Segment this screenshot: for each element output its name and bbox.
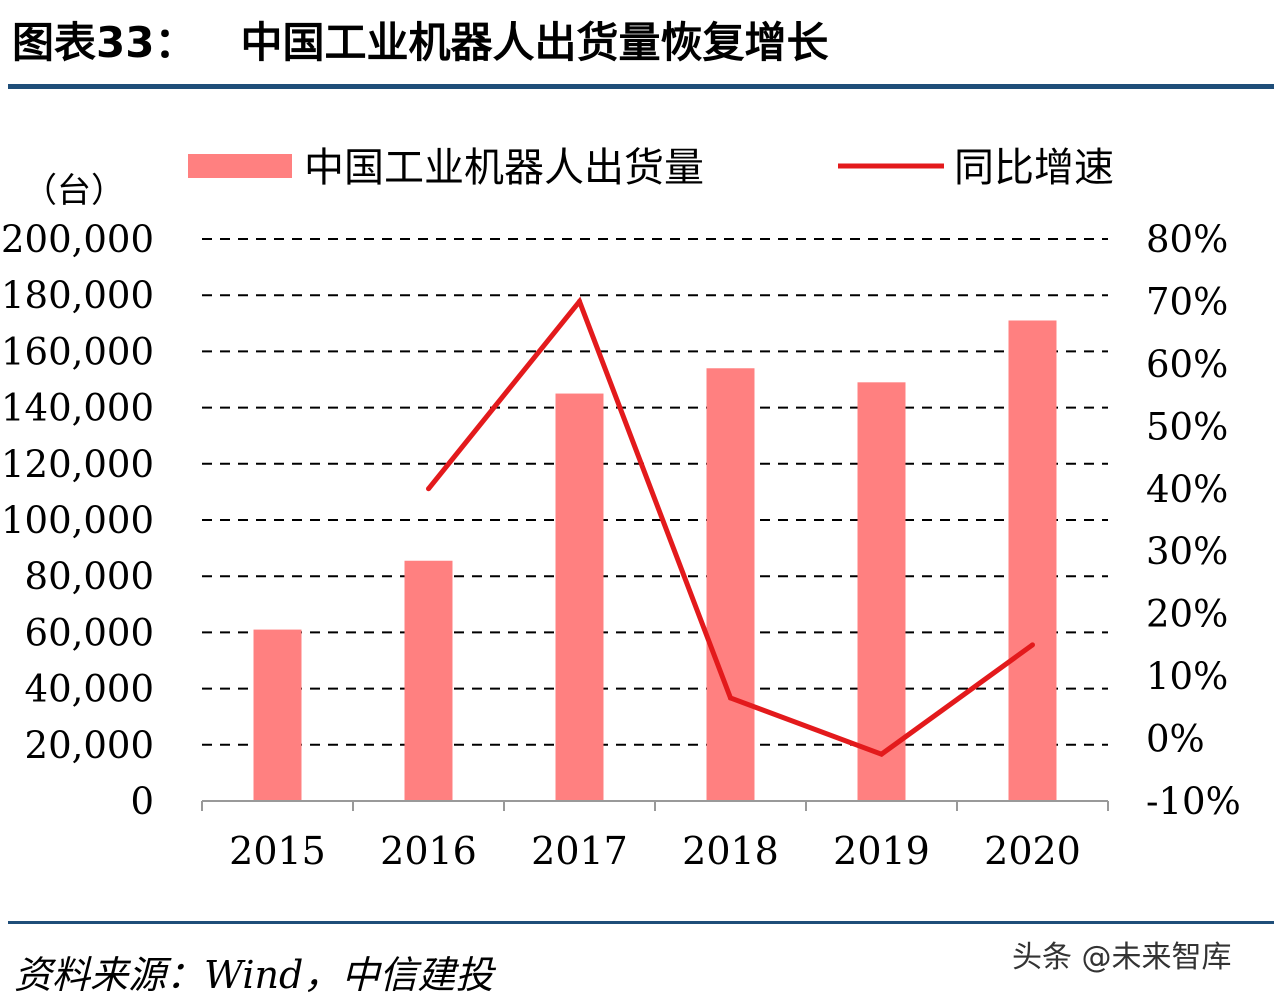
- y-right-tick-label: 40%: [1146, 468, 1228, 511]
- y-right-tick-label: 80%: [1146, 218, 1228, 261]
- y-left-tick-label: 80,000: [25, 555, 154, 598]
- figure-title: 图表33： 中国工业机器人出货量恢复增长: [12, 14, 828, 72]
- y-left-tick-label: 40,000: [25, 668, 154, 711]
- top-rule: [8, 84, 1274, 89]
- bar-2017: [555, 393, 604, 801]
- y-left-tick-label: 180,000: [1, 274, 154, 317]
- x-axis: 2015 2016 2017 2018 2019 2020: [201, 800, 1109, 873]
- growth-point-2019: [879, 751, 884, 757]
- bar-2016: [404, 560, 453, 801]
- y-right-tick-label: -10%: [1146, 780, 1241, 823]
- y-left-tick-label: 140,000: [1, 387, 154, 430]
- x-tick-label: 2019: [833, 829, 930, 873]
- y-right-tick-label: 20%: [1146, 593, 1228, 636]
- x-tick-label: 2018: [682, 829, 779, 873]
- figure-title-text: 中国工业机器人出货量恢复增长: [240, 18, 829, 67]
- figure-number: 图表33：: [12, 18, 197, 67]
- y-left-tick-label: 20,000: [25, 724, 154, 767]
- watermark: 头条 @未来智库: [1012, 940, 1232, 975]
- gridlines: [202, 238, 1108, 746]
- bar-2015: [253, 629, 302, 801]
- y-left-tick-label: 60,000: [25, 611, 154, 654]
- y-right-tick-label: 50%: [1146, 405, 1228, 448]
- x-tick-label: 2015: [229, 829, 326, 873]
- y-right-tick-label: 10%: [1146, 655, 1228, 698]
- y-right-tick-label: 0%: [1146, 718, 1205, 761]
- source-note: 资料来源：Wind，中信建投: [14, 953, 494, 997]
- y-left-unit-label: （台）: [23, 171, 125, 211]
- bar-2018: [706, 368, 755, 801]
- growth-point-2020: [1030, 642, 1035, 648]
- bar-2019: [857, 382, 906, 801]
- y-right-tick-label: 30%: [1146, 530, 1228, 573]
- bar-2020: [1008, 320, 1057, 801]
- y-left-tick-label: 100,000: [1, 499, 154, 542]
- legend-bar-label: 中国工业机器人出货量: [304, 145, 704, 191]
- y-left-tick-label: 0: [130, 780, 154, 823]
- y-axis-left: 0 20,000 40,000 60,000 80,000 100,000 120,000 1…: [1, 171, 154, 823]
- y-axis-right: -10% 0% 10% 20% 30% 40% 50% 60% 70% 80%: [1146, 218, 1241, 823]
- bar-series: [253, 320, 1057, 801]
- growth-point-2016: [426, 486, 431, 492]
- x-tick-label: 2016: [380, 829, 477, 873]
- y-left-tick-label: 200,000: [1, 218, 154, 261]
- x-tick-label: 2017: [531, 829, 628, 873]
- y-right-tick-label: 60%: [1146, 343, 1228, 386]
- line-series: [426, 296, 1035, 757]
- y-left-tick-label: 120,000: [1, 443, 154, 486]
- growth-point-2017: [577, 298, 582, 304]
- legend: 中国工业机器人出货量 同比增速: [188, 145, 1114, 191]
- bottom-rule: [8, 921, 1274, 924]
- y-right-tick-label: 70%: [1146, 280, 1228, 323]
- growth-point-2018: [728, 695, 733, 701]
- legend-line-label: 同比增速: [954, 145, 1114, 191]
- legend-bar-swatch: [188, 154, 292, 178]
- y-left-tick-label: 160,000: [1, 330, 154, 373]
- x-tick-label: 2020: [984, 829, 1081, 873]
